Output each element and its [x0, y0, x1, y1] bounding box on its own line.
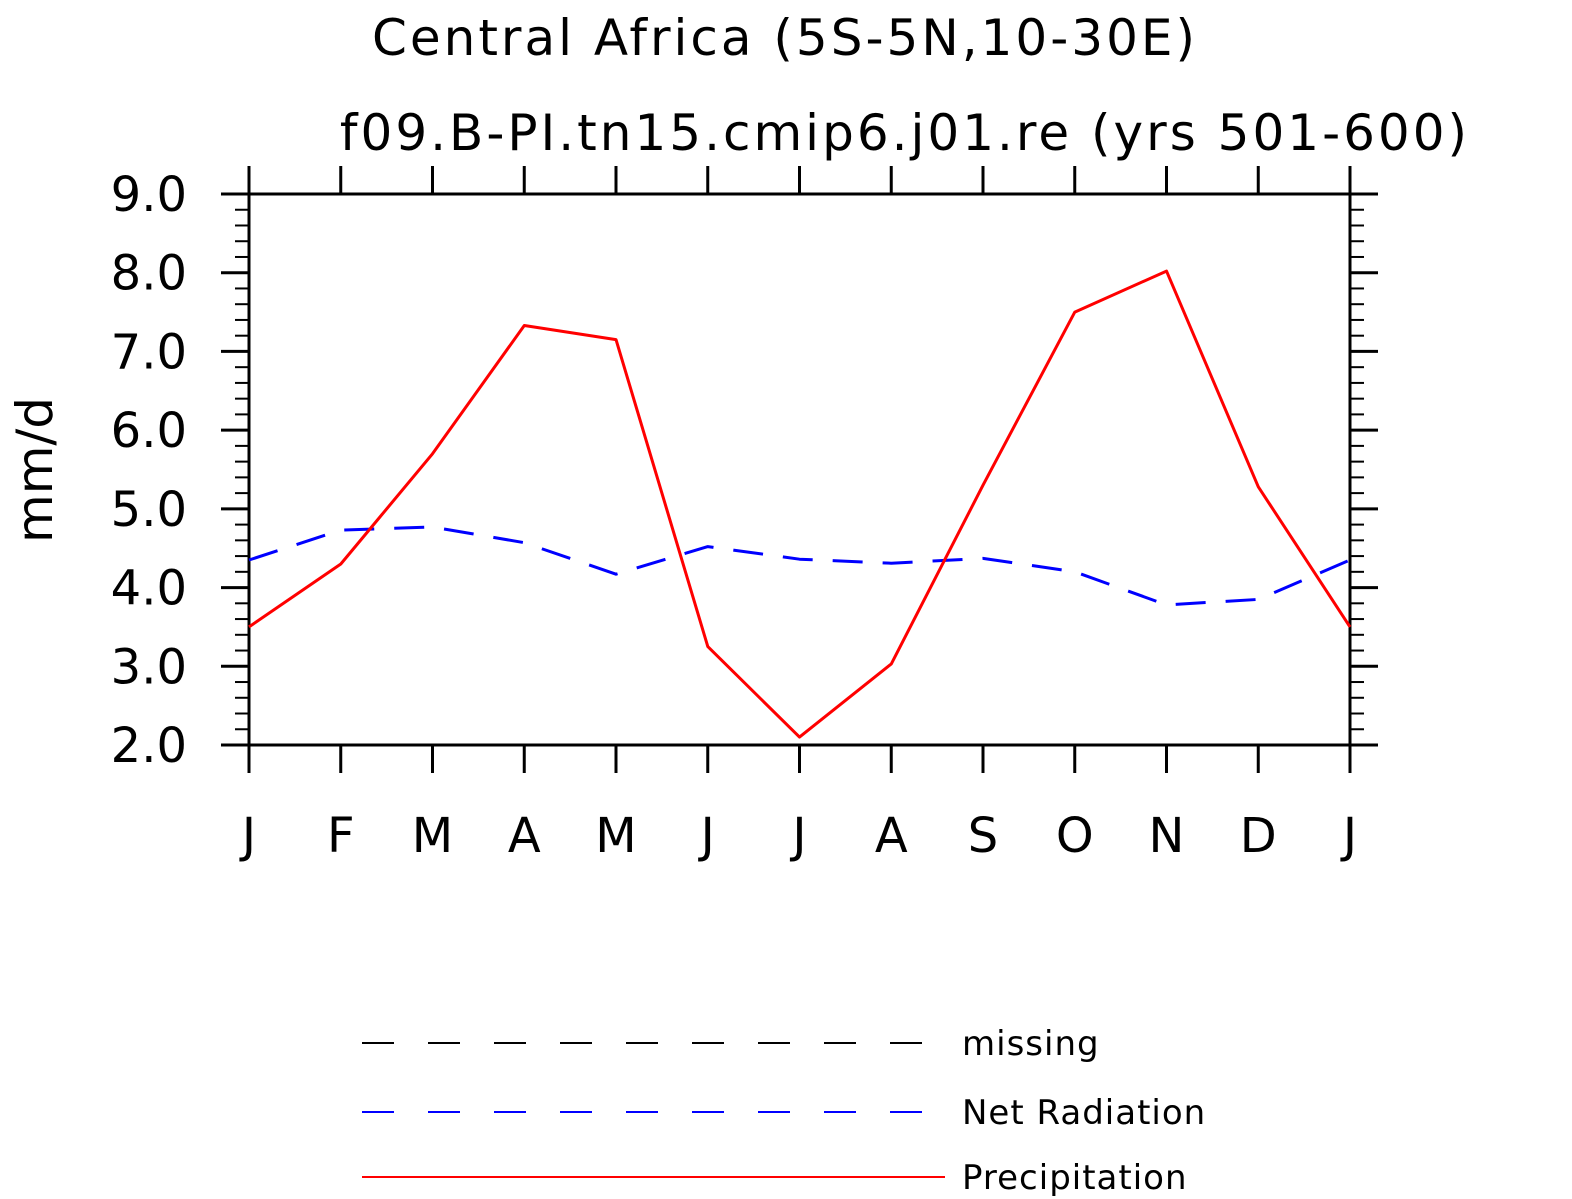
series-line-precipitation — [248, 269, 1352, 739]
x-tick-label: D — [1240, 808, 1277, 864]
y-tick-label: 4.0 — [111, 561, 187, 617]
y-tick-label: 7.0 — [111, 324, 187, 380]
plot-axes: 2.03.04.05.06.07.08.09.0J F M A M J J A S O N D J — [111, 166, 1378, 864]
chart-title: Central Africa (5S-5N,10-30E) — [372, 9, 1198, 67]
y-tick-label: 2.0 — [111, 718, 187, 774]
legend-label-net-radiation: Net Radiation — [962, 1093, 1206, 1133]
x-tick-label: F — [327, 808, 355, 864]
x-tick-label: J — [698, 808, 715, 864]
y-tick-label: 5.0 — [111, 482, 187, 538]
x-tick-label: A — [875, 808, 908, 864]
chart-subtitle: f09.B-PI.tn15.cmip6.j01.re (yrs 501-600) — [340, 104, 1470, 162]
x-tick-label: S — [968, 808, 998, 864]
series-line-net-radiation — [248, 525, 1351, 607]
x-tick-label: A — [508, 808, 541, 864]
y-tick-label: 3.0 — [111, 639, 187, 695]
y-tick-label: 8.0 — [111, 246, 187, 302]
legend: missing Net Radiation Precipitation — [362, 1024, 1206, 1198]
legend-label-missing: missing — [962, 1024, 1100, 1064]
x-tick-label: J — [239, 808, 256, 864]
x-tick-label: O — [1056, 808, 1094, 864]
series-layer — [248, 269, 1352, 739]
x-tick-label: J — [1340, 808, 1357, 864]
x-tick-label: M — [412, 808, 453, 864]
y-tick-label: 9.0 — [111, 167, 187, 223]
y-axis-label: mm/d — [6, 397, 64, 543]
x-tick-label: J — [789, 808, 806, 864]
legend-label-precipitation: Precipitation — [962, 1158, 1188, 1198]
x-tick-label: M — [595, 808, 636, 864]
x-tick-label: N — [1149, 808, 1185, 864]
y-tick-label: 6.0 — [111, 403, 187, 459]
plot-frame — [247, 192, 1352, 747]
